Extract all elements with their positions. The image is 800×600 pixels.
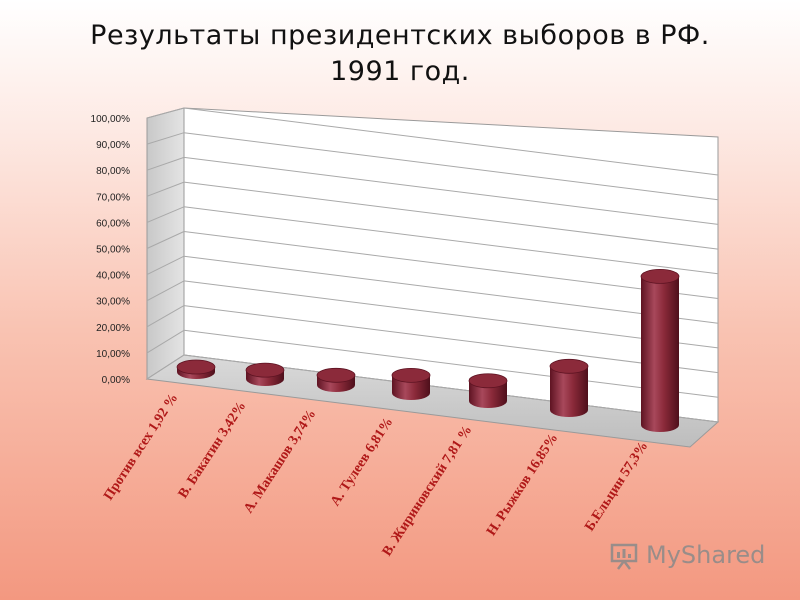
chart-title: Результаты президентских выборов в РФ. 1… [0,18,800,90]
x-category-label: А. Тулеев 6,81% [328,415,396,509]
y-tick-label: 0,00% [102,375,130,386]
gridline-side [146,132,185,145]
y-tick-label: 90,00% [96,140,130,151]
bar-body [469,380,507,408]
y-tick-label: 70,00% [96,192,130,203]
gridline-side [146,255,185,276]
gridline-back [183,156,719,225]
gridline-back [183,231,719,299]
x-category-label: Н. Рыжков 16,85% [484,431,561,539]
bar-top [468,373,508,389]
gridline-back [183,107,719,176]
bar-top [316,367,356,383]
gridline-side [146,354,185,380]
bar [640,268,680,432]
watermark-text: MyShared [646,541,766,569]
bar-body [641,276,679,432]
presentation-board-icon [610,543,638,570]
gridline-back [183,181,719,250]
bar-top [176,359,216,375]
gridline-side [146,206,185,223]
x-category-label: В. Жириновский 7,81 % [380,423,476,559]
bar [245,362,285,386]
bar [391,367,431,400]
bar [549,358,589,417]
gridline-side [146,329,185,354]
bar-top [391,367,431,383]
chart-title-line-2: 1991 год. [330,56,470,87]
bar [176,359,216,379]
x-category-label: А. Макашов 3,74% [241,407,319,516]
gridline-side [146,156,185,171]
chart-title-line-1: Результаты президентских выборов в РФ. [90,20,710,51]
y-tick-label: 20,00% [96,323,130,334]
gridline-back [183,255,719,324]
gridline-back [183,132,719,201]
gridline-back [183,305,719,374]
bar-top [549,358,589,374]
y-tick-label: 80,00% [96,166,130,177]
x-category-label: Б.Ельцин 57,3% [582,439,651,534]
y-tick-label: 50,00% [96,245,130,256]
gridline-side [146,280,185,302]
y-tick-label: 60,00% [96,218,130,229]
bar-body [550,366,588,417]
bar [468,373,508,408]
gridline-side [146,231,185,249]
bar-top [245,362,285,378]
gridline-side [146,305,185,328]
x-category-label: Против всех 1,92 % [101,391,181,503]
gridline-side [146,181,185,197]
y-tick-label: 30,00% [96,297,130,308]
chart-side-wall [146,107,185,380]
bar [316,367,356,392]
gridline-back [183,280,719,349]
gridline-back [183,329,719,398]
y-tick-label: 40,00% [96,271,130,282]
gridline-back [183,206,719,275]
x-category-label: В. Бакатин 3,42% [176,399,250,501]
bar-top [640,268,680,284]
watermark: MyShared [608,538,765,572]
y-tick-label: 10,00% [96,349,130,360]
gridline-side [146,107,185,119]
y-tick-label: 100,00% [91,114,131,125]
